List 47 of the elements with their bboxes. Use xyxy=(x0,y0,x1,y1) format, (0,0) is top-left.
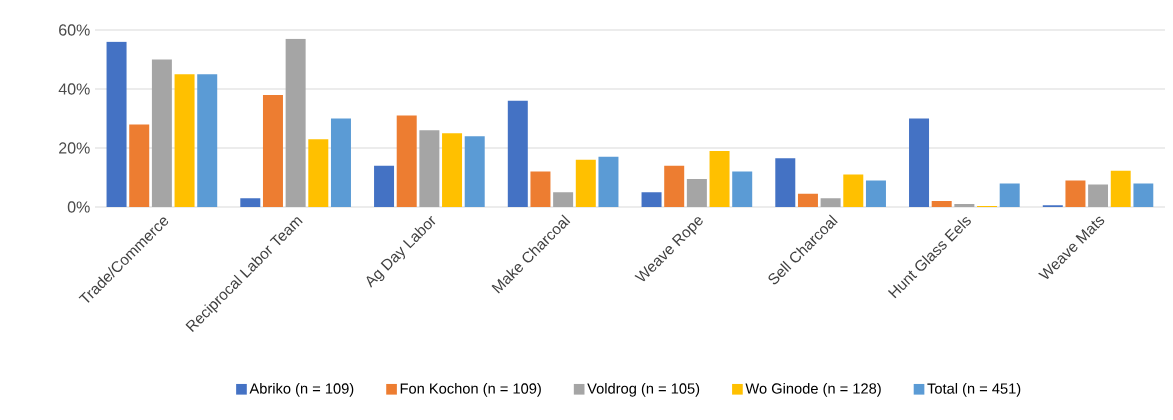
bar xyxy=(999,183,1020,207)
bar xyxy=(641,192,662,207)
bar xyxy=(820,198,841,207)
bar xyxy=(598,156,619,207)
y-tick-label: 0% xyxy=(67,201,90,213)
y-tick-label: 40% xyxy=(58,83,90,95)
bar xyxy=(464,136,485,207)
bar xyxy=(262,94,283,207)
bar xyxy=(396,115,417,207)
bar xyxy=(843,174,864,207)
bar xyxy=(1110,170,1131,207)
bar xyxy=(931,201,952,207)
y-tick-label: 60% xyxy=(59,24,90,36)
bar xyxy=(442,133,463,207)
y-tick-label: 20% xyxy=(59,142,90,154)
bar xyxy=(530,171,551,207)
bar xyxy=(285,38,306,207)
bar xyxy=(553,192,574,207)
bar xyxy=(1133,183,1154,207)
bar xyxy=(151,59,172,207)
bar xyxy=(664,165,685,207)
bar xyxy=(1065,180,1086,207)
bar xyxy=(419,130,440,207)
bar xyxy=(330,118,351,207)
bar xyxy=(174,74,195,207)
bar xyxy=(507,100,528,207)
bar xyxy=(909,118,930,207)
bar xyxy=(954,204,975,207)
bar xyxy=(797,193,818,207)
bar xyxy=(775,158,796,207)
legend-label: Voldrog (n = 105) xyxy=(587,382,700,397)
bar xyxy=(709,150,730,207)
legend-label: Wo Ginode (n = 128) xyxy=(745,382,881,397)
bar xyxy=(575,159,596,207)
bar xyxy=(240,198,261,207)
bar xyxy=(106,41,127,207)
bar xyxy=(197,74,218,207)
bar xyxy=(1088,184,1109,207)
legend-label: Total (n = 451) xyxy=(927,382,1021,397)
bar xyxy=(865,180,886,207)
bar xyxy=(686,178,707,207)
bar xyxy=(374,165,395,207)
legend-label: Abriko (n = 109) xyxy=(249,382,354,397)
bar xyxy=(129,124,150,207)
bar xyxy=(732,171,753,207)
legend-label: Fon Kochon (n = 109) xyxy=(400,382,541,397)
bar xyxy=(308,139,329,207)
